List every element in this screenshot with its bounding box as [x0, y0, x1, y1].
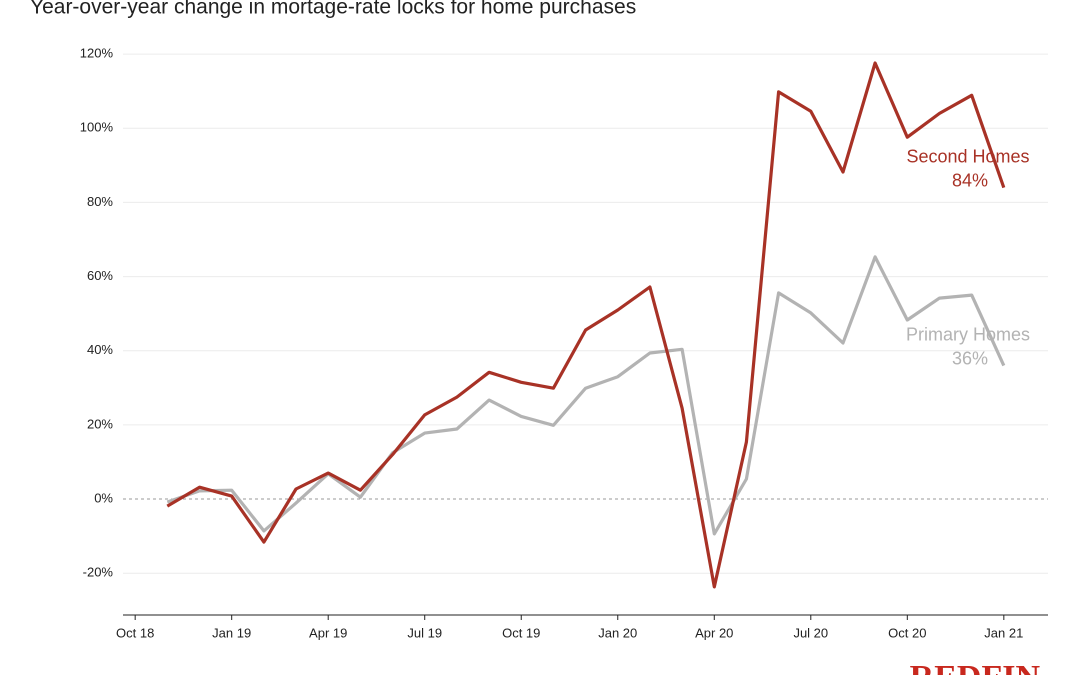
source-logo: REDFIN [910, 659, 1041, 675]
series-name: Second Homes [906, 146, 1029, 166]
x-tick-label: Jan 19 [212, 625, 251, 640]
x-tick-label: Oct 19 [502, 625, 540, 640]
series-name: Primary Homes [906, 324, 1030, 344]
y-tick-label: 0% [94, 490, 113, 505]
y-tick-label: 20% [87, 416, 113, 431]
series-line [166, 61, 1006, 589]
y-tick-label: 100% [80, 120, 114, 135]
x-tick-label: Jan 21 [984, 625, 1023, 640]
end-label: 36% [952, 348, 988, 368]
x-tick-label: Jan 20 [598, 625, 637, 640]
x-tick-label: Oct 20 [888, 625, 926, 640]
y-tick-label: 60% [87, 268, 113, 283]
y-tick-label: -20% [83, 565, 114, 580]
end-label: 84% [952, 170, 988, 190]
x-tick-label: Apr 20 [695, 625, 733, 640]
chart-title: Year-over-year change in mortage-rate lo… [30, 0, 636, 19]
x-tick-label: Jul 19 [407, 625, 442, 640]
x-tick-label: Jul 20 [793, 625, 828, 640]
x-tick-label: Oct 18 [116, 625, 154, 640]
x-tick-label: Apr 19 [309, 625, 347, 640]
y-tick-label: 120% [80, 46, 114, 61]
y-tick-label: 80% [87, 194, 113, 209]
y-tick-label: 40% [87, 342, 113, 357]
series-line [166, 255, 1006, 536]
